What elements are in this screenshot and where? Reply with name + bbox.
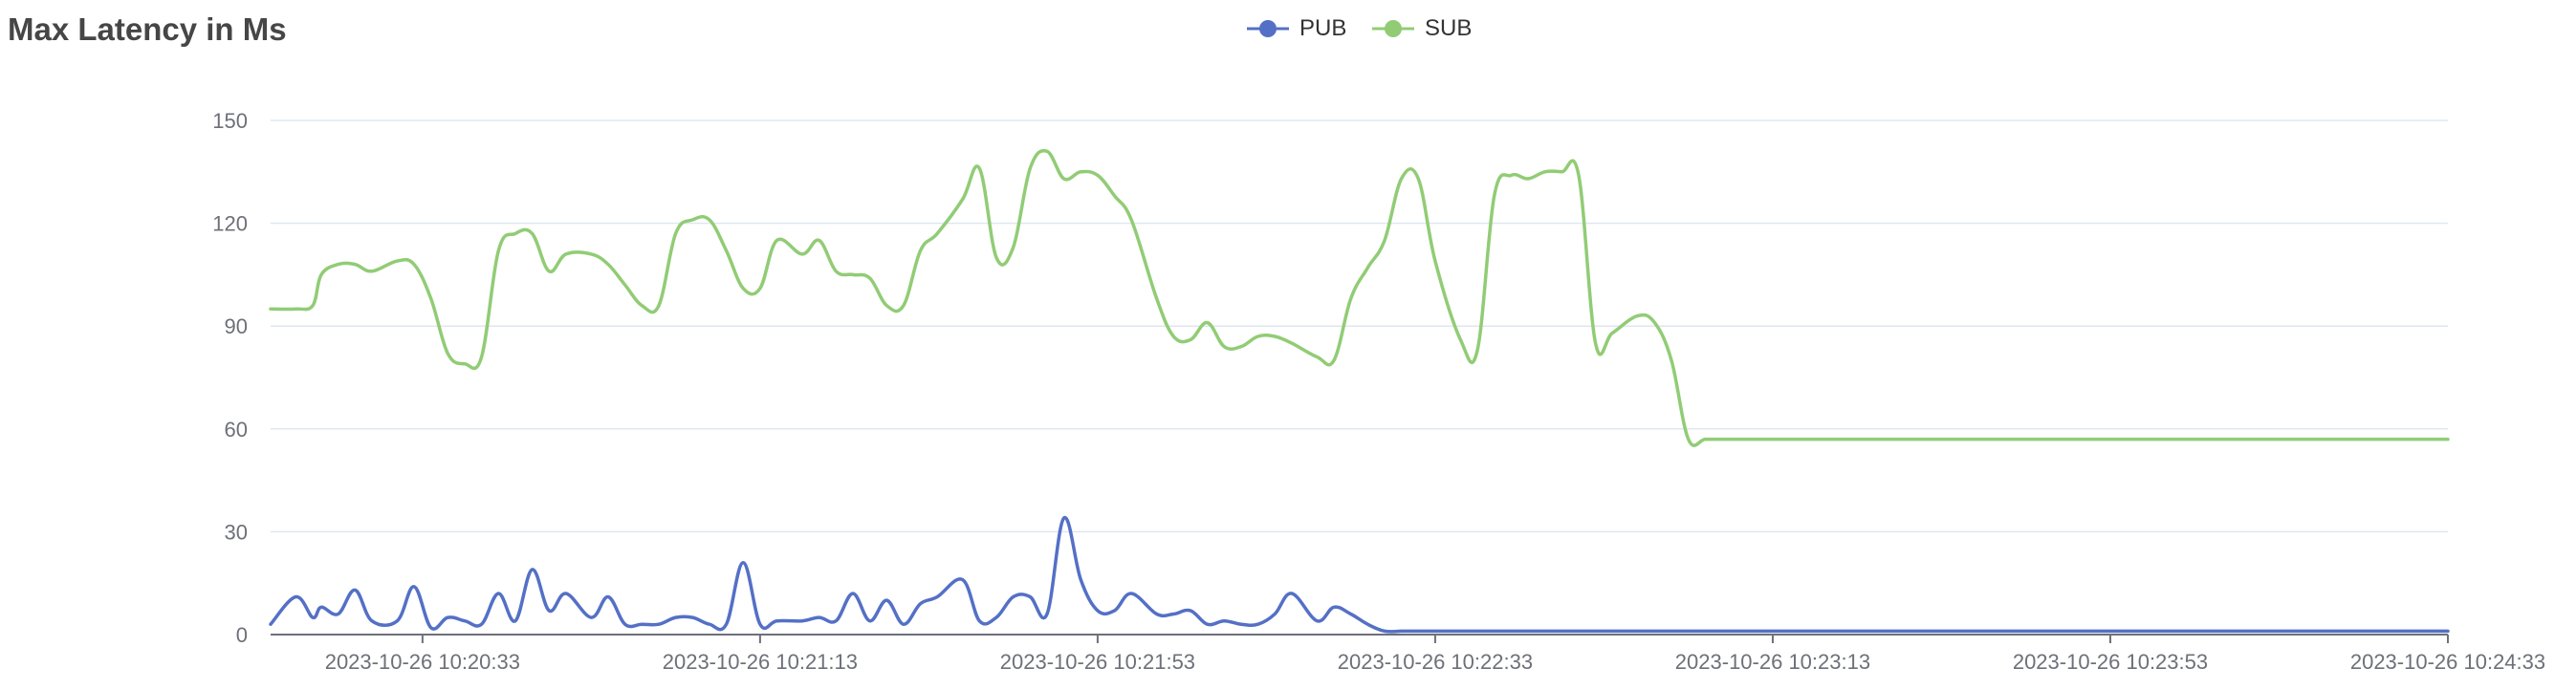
y-tick-label-60: 60 — [225, 418, 248, 442]
x-tick-label-5: 2023-10-26 10:23:53 — [2013, 650, 2208, 674]
y-tick-label-30: 30 — [225, 520, 248, 544]
y-tick-label-0: 0 — [236, 623, 248, 647]
x-tick-label-6: 2023-10-26 10:24:33 — [2350, 650, 2545, 674]
x-tick-label-4: 2023-10-26 10:23:13 — [1675, 650, 1870, 674]
y-tick-label-150: 150 — [212, 109, 248, 133]
x-tick-label-1: 2023-10-26 10:21:13 — [663, 650, 858, 674]
series-line-sub — [269, 148, 2450, 447]
chart-title: Max Latency in Ms — [8, 11, 287, 47]
x-tick-label-3: 2023-10-26 10:22:33 — [1338, 650, 1533, 674]
legend-marker-pub — [1247, 20, 1289, 37]
series-line-pub — [269, 516, 2450, 634]
legend-label-sub: SUB — [1425, 15, 1473, 41]
y-tick-label-90: 90 — [225, 314, 248, 338]
chart-legend: PUB SUB — [0, 11, 2576, 46]
x-tick-label-2: 2023-10-26 10:21:53 — [1000, 650, 1195, 674]
legend-item-sub[interactable]: SUB — [1371, 11, 1472, 46]
legend-label-pub: PUB — [1299, 15, 1347, 41]
legend-item-pub[interactable]: PUB — [1246, 11, 1346, 46]
legend-marker-sub — [1372, 20, 1414, 37]
x-tick-label-0: 2023-10-26 10:20:33 — [325, 650, 520, 674]
y-tick-label-120: 120 — [212, 212, 248, 236]
